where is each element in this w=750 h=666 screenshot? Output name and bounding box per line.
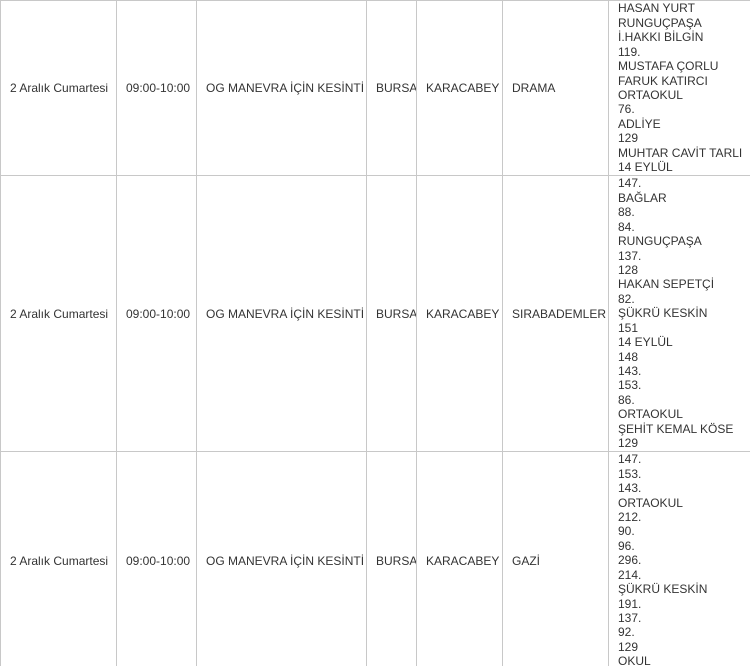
street-line: İ.HAKKI BİLGİN bbox=[618, 30, 704, 45]
street-line: ADLİYE bbox=[618, 116, 661, 131]
street-line: HASAN YURT bbox=[618, 1, 695, 16]
street-line: 96. bbox=[618, 538, 635, 553]
street-line: 129 bbox=[618, 639, 639, 654]
streets-cell: 147. 153. 143. ORTAOKUL 212. 90. 96. 296. 214. ŞÜ… bbox=[608, 451, 750, 666]
time-cell: 09:00-10:00 bbox=[116, 175, 197, 452]
street-line: 128 bbox=[618, 262, 639, 277]
street-line: 129 bbox=[618, 131, 639, 146]
street-line: MUHTAR CAVİT TARLI bbox=[618, 145, 743, 160]
district-cell: KARACABEY bbox=[416, 0, 503, 176]
street-line: BAĞLAR bbox=[618, 190, 667, 205]
date-cell: 2 Aralık Cumartesi bbox=[0, 175, 117, 452]
reason-cell: OG MANEVRA İÇİN KESİNTİ bbox=[196, 175, 367, 452]
street-line: HAKAN SEPETÇİ bbox=[618, 277, 715, 292]
street-line: 88. bbox=[618, 205, 635, 220]
streets-cell: HASAN YURT RUNGUÇPAŞA İ.HAKKI BİLGİN 119. MU… bbox=[608, 0, 750, 176]
street-line: 143. bbox=[618, 364, 642, 379]
street-line: ORTAOKUL bbox=[618, 407, 683, 422]
district-cell: KARACABEY bbox=[416, 451, 503, 666]
street-line: FARUK KATIRCI bbox=[618, 73, 708, 88]
street-line: 148 bbox=[618, 349, 639, 364]
street-line: 14 EYLÜL bbox=[618, 160, 673, 175]
neighborhood-cell: SIRABADEMLER bbox=[502, 175, 609, 452]
street-line: 129 bbox=[618, 436, 639, 451]
time-cell: 09:00-10:00 bbox=[116, 0, 197, 176]
date-cell: 2 Aralık Cumartesi bbox=[0, 451, 117, 666]
table-row: 2 Aralık Cumartesi 09:00-10:00 OG MANEVRA … bbox=[0, 175, 750, 452]
street-line: 212. bbox=[618, 509, 642, 524]
street-line: OKUL bbox=[618, 654, 651, 666]
street-line: 84. bbox=[618, 219, 635, 234]
street-line: RUNGUÇPAŞA bbox=[618, 234, 702, 249]
city-cell: BURSA bbox=[366, 451, 417, 666]
street-line: MUSTAFA ÇORLU bbox=[618, 59, 719, 74]
street-line: RUNGUÇPAŞA bbox=[618, 15, 702, 30]
table-row: 2 Aralık Cumartesi 09:00-10:00 OG MANEVRA … bbox=[0, 0, 750, 176]
district-cell: KARACABEY bbox=[416, 175, 503, 452]
city-cell: BURSA bbox=[366, 0, 417, 176]
street-line: 82. bbox=[618, 291, 635, 306]
street-line: 153. bbox=[618, 378, 642, 393]
neighborhood-cell: GAZİ bbox=[502, 451, 609, 666]
street-line: 92. bbox=[618, 625, 635, 640]
street-line: ŞÜKRÜ KESKİN bbox=[618, 582, 708, 597]
city-cell: BURSA bbox=[366, 175, 417, 452]
table-row: 2 Aralık Cumartesi 09:00-10:00 OG MANEVRA … bbox=[0, 451, 750, 666]
street-line: 137. bbox=[618, 248, 642, 263]
street-line: 76. bbox=[618, 102, 635, 117]
street-line: 191. bbox=[618, 596, 642, 611]
street-line: 143. bbox=[618, 481, 642, 496]
date-cell: 2 Aralık Cumartesi bbox=[0, 0, 117, 176]
street-line: ŞÜKRÜ KESKİN bbox=[618, 306, 708, 321]
reason-cell: OG MANEVRA İÇİN KESİNTİ bbox=[196, 451, 367, 666]
street-line: 90. bbox=[618, 524, 635, 539]
time-cell: 09:00-10:00 bbox=[116, 451, 197, 666]
street-line: ORTAOKUL bbox=[618, 88, 683, 102]
reason-cell: OG MANEVRA İÇİN KESİNTİ bbox=[196, 0, 367, 176]
street-line: ŞEHİT KEMAL KÖSE bbox=[618, 421, 734, 436]
street-line: 296. bbox=[618, 553, 642, 568]
street-line: 86. bbox=[618, 392, 635, 407]
street-line: 214. bbox=[618, 567, 642, 582]
street-line: 147. bbox=[618, 176, 642, 191]
street-line: ORTAOKUL bbox=[618, 495, 683, 510]
streets-cell: 147. BAĞLAR 88. 84. RUNGUÇPAŞA 137. 128 HAKAN S… bbox=[608, 175, 750, 452]
neighborhood-cell: DRAMA bbox=[502, 0, 609, 176]
street-line: 151 bbox=[618, 320, 639, 335]
street-line: 119. bbox=[618, 44, 641, 59]
street-line: 137. bbox=[618, 611, 642, 626]
street-line: 14 EYLÜL bbox=[618, 335, 673, 350]
street-line: 147. bbox=[618, 452, 642, 467]
street-line: 153. bbox=[618, 466, 642, 481]
